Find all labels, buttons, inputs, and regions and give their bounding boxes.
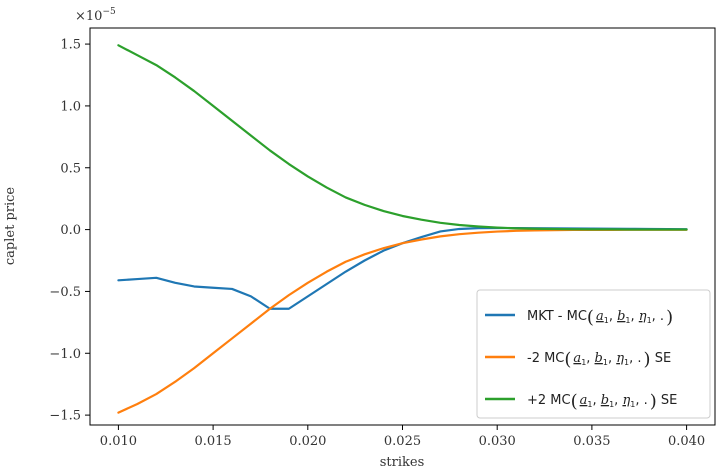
legend: MKT - MC(a1, b1, η1, .) -2 MC(a1, b1, η1,… [476, 289, 711, 419]
y-scale-exponent: −5 [102, 7, 116, 17]
legend-entry: MKT - MC(a1, b1, η1, .) [485, 307, 673, 328]
legend-entry: +2 MC(a1, b1, η1, .) SE [485, 391, 677, 412]
y-tick-label: 0.5 [60, 161, 81, 176]
x-tick-label: 0.035 [573, 434, 610, 449]
legend-label: MKT - MC(a1, b1, η1, .) [527, 307, 673, 328]
x-tick-label: 0.015 [194, 434, 231, 449]
y-scale-label: ×10−5 [75, 7, 116, 24]
legend-label: -2 MC(a1, b1, η1, .) SE [527, 349, 671, 370]
x-tick-label: 0.040 [668, 434, 705, 449]
y-tick-label: −1.0 [49, 347, 81, 362]
y-axis-label: caplet price [3, 187, 18, 266]
x-tick-label: 0.010 [100, 434, 137, 449]
x-tick-label: 0.025 [384, 434, 421, 449]
series-layer [117, 44, 688, 414]
y-tick-label: −1.5 [49, 409, 81, 424]
y-tick-label: 1.5 [60, 38, 81, 53]
y-tick-label: 1.0 [60, 99, 81, 114]
y-axis-ticks: −1.5 −1.0 −0.5 0.0 0.5 1.0 1.5 [49, 38, 90, 424]
x-tick-label: 0.020 [289, 434, 326, 449]
x-tick-label: 0.030 [479, 434, 516, 449]
x-axis-label: strikes [380, 455, 425, 470]
legend-box [476, 289, 711, 419]
legend-label: +2 MC(a1, b1, η1, .) SE [527, 391, 677, 412]
series-line-3 [117, 44, 688, 231]
x-axis-ticks: 0.010 0.015 0.020 0.025 0.030 0.035 0.040 [100, 425, 705, 449]
y-tick-label: −0.5 [49, 285, 81, 300]
y-tick-label: 0.0 [60, 223, 81, 238]
legend-entry: -2 MC(a1, b1, η1, .) SE [485, 349, 671, 370]
y-scale-base: ×10 [75, 9, 102, 24]
